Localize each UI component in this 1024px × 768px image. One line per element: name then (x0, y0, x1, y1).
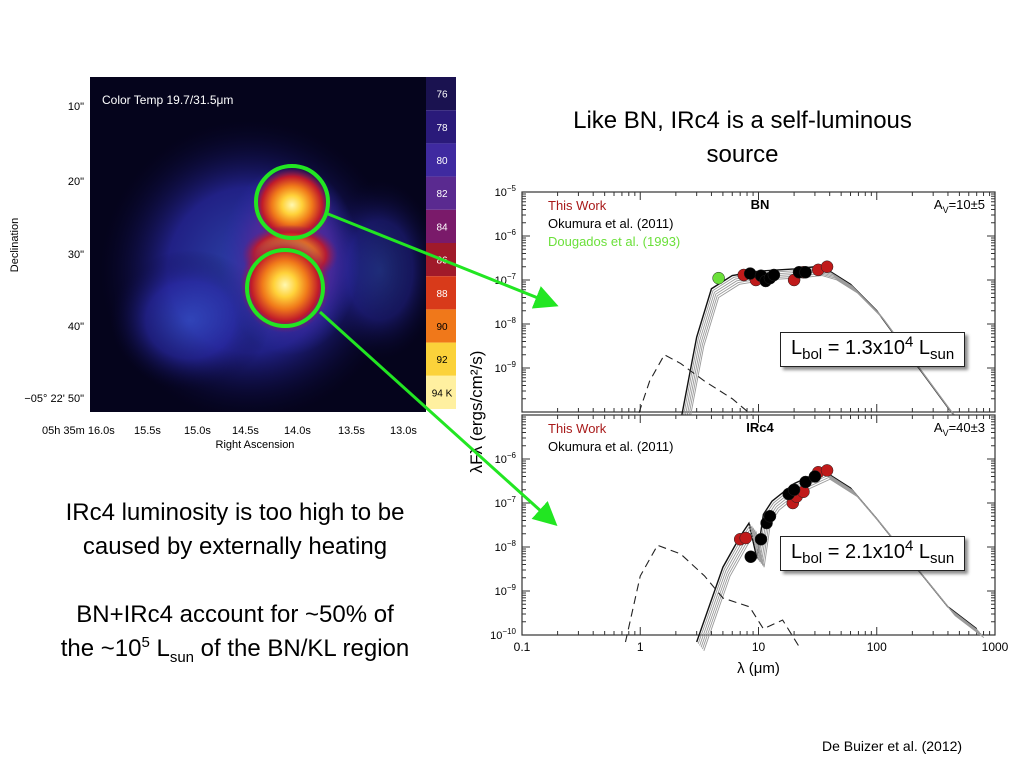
explanation-line-1: IRc4 luminosity is too high to be (65, 499, 405, 526)
ra-tick: 05h 35m 16.0s (42, 425, 115, 437)
stellar-model-curve (624, 544, 800, 647)
panel-label: BN (751, 197, 770, 212)
y-tick-label: 10−8 (495, 539, 517, 554)
fraction-line-2: the ~105 Lsun of the BN/KL region (60, 634, 410, 666)
intro-line-2: source (706, 141, 779, 168)
colorbar-swatch (426, 110, 456, 144)
irc4-arrow (318, 310, 558, 527)
irc4-luminosity-box: Lbol = 2.1x104 Lsun (780, 536, 966, 571)
colorbar-label: 82 (436, 189, 448, 200)
bn-arrow (327, 212, 559, 309)
x-tick-label: 1000 (982, 640, 1009, 654)
colorbar-swatch (426, 375, 456, 409)
colorbar-label: 84 (436, 222, 448, 233)
extinction-label: AV=40±3 (934, 420, 985, 438)
x-tick-label: 0.1 (514, 640, 531, 654)
map-y-axis-label: Declination (9, 218, 21, 272)
colorbar-label: 90 (436, 322, 448, 333)
colorbar-swatch (426, 143, 456, 177)
legend-entry: This Work (548, 198, 607, 213)
colorbar-label: 80 (436, 156, 448, 167)
dec-tick: −05° 22' 50" (24, 393, 84, 405)
dec-tick: 30" (68, 249, 84, 261)
data-point (820, 260, 834, 274)
y-tick-label: 10−10 (490, 627, 516, 642)
colorbar-swatch (426, 276, 456, 310)
map-x-axis-label: Right Ascension (216, 439, 295, 451)
y-tick-label: 10−9 (495, 583, 517, 598)
data-point (767, 268, 781, 282)
ra-tick: 14.0s (284, 425, 311, 437)
legend-entry: Okumura et al. (2011) (548, 439, 673, 454)
data-point (763, 509, 777, 523)
y-tick-label: 10−9 (495, 360, 517, 375)
ra-tick: 15.0s (184, 425, 211, 437)
colorbar-label: 78 (436, 123, 448, 134)
y-tick-label: 10−6 (495, 451, 517, 466)
legend-entry: This Work (548, 421, 607, 436)
colorbar-swatch (426, 209, 456, 243)
bn-kl-fraction: BN+IRc4 account for ~50% of the ~105 Lsu… (20, 598, 450, 666)
colorbar-swatch (426, 77, 456, 111)
sed-panel-irc4: 10−6 10−7 10−8 10−9 10−10 IRc4 AV=40±3 This Wor… (490, 414, 1009, 677)
colorbar-label: 76 (436, 90, 448, 101)
colorbar-label: 92 (436, 355, 448, 366)
legend-entry: Dougados et al. (1993) (548, 234, 680, 249)
colorbar-swatch (426, 309, 456, 343)
colorbar: 76788082848688909294 K (426, 77, 456, 409)
data-point (808, 470, 822, 483)
explanation-line-2: caused by externally heating (82, 533, 388, 560)
irc4-highlight-circle (245, 248, 325, 328)
bn-highlight-circle (254, 164, 330, 240)
x-axis-label: λ (μm) (737, 660, 780, 677)
data-point (744, 550, 758, 564)
data-point (799, 266, 812, 279)
intro-line-1: Like BN, IRc4 is a self-luminous (573, 107, 912, 134)
ra-tick: 15.5s (134, 425, 161, 437)
y-tick-label: 10−7 (495, 495, 517, 510)
data-point (799, 475, 812, 489)
colorbar-swatch (426, 176, 456, 210)
x-tick-label: 10 (752, 640, 766, 654)
data-point (739, 531, 752, 545)
bn-luminosity-box: Lbol = 1.3x104 Lsun (780, 332, 966, 367)
extinction-label: AV=10±5 (934, 197, 985, 215)
dec-tick: 10" (68, 101, 84, 113)
intro-text: Like BN, IRc4 is a self-luminous source (520, 104, 965, 172)
data-point (754, 533, 768, 546)
y-tick-label: 10−6 (495, 228, 517, 243)
dec-tick: 20" (68, 176, 84, 188)
y-tick-label: 10−5 (495, 184, 517, 199)
legend-entry: Okumura et al. (2011) (548, 216, 673, 231)
fraction-line-1: BN+IRc4 account for ~50% of (76, 601, 394, 628)
map-title: Color Temp 19.7/31.5μm (102, 93, 233, 107)
colorbar-label: 94 K (432, 388, 453, 399)
ra-tick: 13.0s (390, 425, 417, 437)
data-point (787, 483, 801, 497)
x-tick-label: 100 (867, 640, 887, 654)
panel-label: IRc4 (746, 420, 774, 435)
color-temperature-map: Color Temp 19.7/31.5μm 76788082848688909… (9, 77, 456, 451)
luminosity-explanation: IRc4 luminosity is too high to be caused… (20, 496, 450, 564)
data-point (712, 271, 725, 285)
citation-footer: De Buizer et al. (2012) (822, 738, 963, 754)
y-tick-label: 10−8 (495, 316, 517, 331)
sed-chart: 10−5 10−6 10−7 10−8 10−9 BN AV=10±5 This Work Ok… (470, 184, 1009, 677)
colorbar-swatch (426, 342, 456, 376)
model-curve (687, 275, 985, 452)
data-point (820, 464, 834, 477)
dec-tick: 40" (68, 321, 84, 333)
y-axis-label: λFλ (ergs/cm²/s) (470, 351, 486, 474)
ra-tick: 13.5s (338, 425, 365, 437)
ra-tick: 14.5s (232, 425, 259, 437)
colorbar-label: 88 (436, 289, 448, 300)
x-tick-label: 1 (637, 640, 644, 654)
